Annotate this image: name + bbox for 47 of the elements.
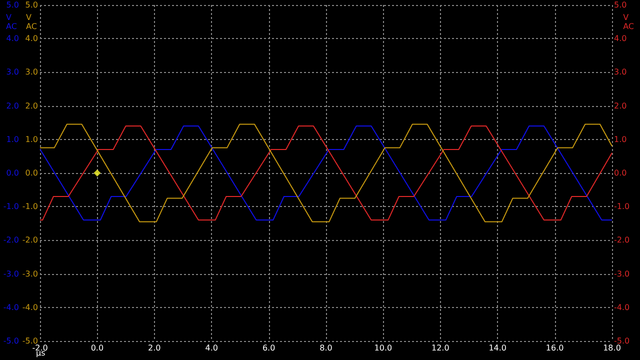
- y2-tick-label: -3.0: [614, 269, 630, 278]
- x-tick-label: 18.0: [603, 344, 621, 352]
- x-tick-label: 8.0: [320, 344, 332, 352]
- y3-tick-label: 0.0: [6, 168, 19, 178]
- y-tick-label: 4.0: [25, 34, 38, 44]
- y2-tick-label: 5.0: [614, 0, 627, 10]
- y3-tick-label: -3.0: [3, 269, 19, 278]
- x-tick-label: 6.0: [262, 344, 276, 352]
- y3-tick-label: -4.0: [3, 302, 19, 312]
- y-tick-label: 3.0: [25, 68, 38, 77]
- x-tick-label: 2.0: [148, 344, 161, 352]
- y3-tick-label: -5.0: [3, 336, 19, 346]
- x-tick-label: 4.0: [205, 344, 218, 352]
- y3-tick-label: -2.0: [3, 236, 19, 245]
- y-tick-label: -1.0: [22, 202, 38, 212]
- y3-tick-label: 3.0: [6, 68, 19, 77]
- y-tick-label: 5.0: [25, 0, 38, 10]
- y2-axis-title: V AC: [623, 13, 634, 31]
- x-tick-label: -2.0: [32, 344, 48, 352]
- y2-tick-label: 4.0: [614, 34, 627, 44]
- x-tick-label: 12.0: [431, 344, 450, 352]
- x-tick-label: 16.0: [546, 344, 564, 352]
- y-tick-label: 2.0: [25, 101, 38, 110]
- y-tick-label: -3.0: [22, 269, 38, 278]
- y-tick-label: -4.0: [22, 302, 38, 312]
- y3-axis-title: V AC: [26, 13, 38, 31]
- y2-tick-label: -1.0: [614, 202, 630, 212]
- y3-tick-label: 2.0: [6, 101, 19, 110]
- x-tick-label: 14.0: [488, 344, 507, 352]
- y3-tick-label: 5.0: [6, 0, 19, 10]
- y-tick-label: -2.0: [22, 236, 38, 245]
- y2-tick-label: 2.0: [614, 101, 627, 110]
- y3-tick-label: 1.0: [6, 134, 19, 144]
- y-axis-title: V AC: [6, 13, 18, 31]
- y-tick-label: 0.0: [25, 168, 38, 178]
- x-tick-label: 0.0: [90, 344, 104, 352]
- y3-tick-label: 4.0: [6, 34, 19, 44]
- y2-tick-label: 0.0: [614, 168, 627, 178]
- y-tick-label: -5.0: [22, 336, 38, 346]
- y-tick-label: 1.0: [25, 134, 38, 144]
- x-tick-label: 10.0: [374, 344, 392, 352]
- y2-tick-label: 3.0: [614, 68, 627, 77]
- y2-tick-label: -4.0: [614, 302, 630, 312]
- y2-tick-label: -5.0: [614, 336, 630, 346]
- y3-tick-label: -1.0: [3, 202, 19, 212]
- y2-tick-label: 1.0: [614, 134, 627, 144]
- y2-tick-label: -2.0: [614, 236, 630, 245]
